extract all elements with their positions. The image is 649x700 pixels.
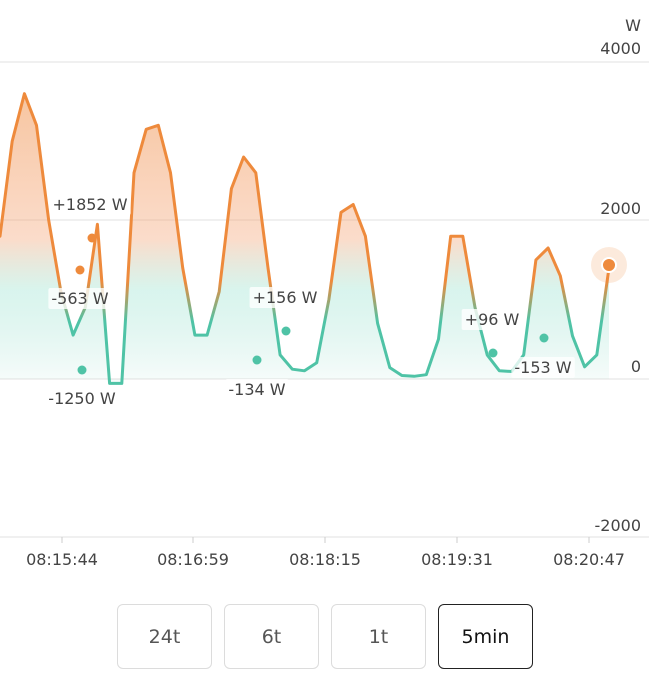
- y-tick-label: 4000: [600, 39, 641, 58]
- annotation-label: +156 W: [253, 288, 318, 307]
- annotation-label: -134 W: [228, 380, 285, 399]
- annotation-label: -563 W: [51, 289, 108, 308]
- y-tick-label: 2000: [600, 199, 641, 218]
- annotation-label-bg: [249, 287, 321, 308]
- range-1t-button[interactable]: 1t: [331, 604, 426, 669]
- y-axis-unit: W: [625, 16, 641, 35]
- annotation-label-bg: [45, 388, 119, 409]
- annotation-label-bg: [49, 194, 131, 215]
- annotation-label: -1250 W: [48, 389, 116, 408]
- annotation-label-bg: [225, 379, 289, 400]
- range-5min-button[interactable]: 5min: [438, 604, 533, 669]
- range-6t-button[interactable]: 6t: [224, 604, 319, 669]
- annotation-point: [488, 348, 498, 358]
- annotation-point: [75, 265, 85, 275]
- annotation-point: [539, 333, 549, 343]
- x-tick-label: 08:18:15: [289, 550, 361, 569]
- annotation-label-bg: [461, 309, 523, 330]
- power-chart[interactable]: W 4000 2000 0 -2000 +1852 W -563 W -1250 W…: [0, 0, 649, 590]
- annotation-point: [281, 326, 291, 336]
- x-tick-label: 08:15:44: [26, 550, 98, 569]
- annotation-label: -153 W: [514, 358, 571, 377]
- x-tick-label: 08:19:31: [421, 550, 493, 569]
- range-24t-button[interactable]: 24t: [117, 604, 212, 669]
- series-area-fill: [0, 93, 609, 384]
- y-tick-label: 0: [631, 357, 641, 376]
- annotation-point: [77, 365, 87, 375]
- series-line: [0, 92, 611, 385]
- time-range-selector: 24t 6t 1t 5min: [117, 604, 533, 669]
- annotation-point: [252, 355, 262, 365]
- annotation-label: +1852 W: [52, 195, 127, 214]
- annotation-label: +96 W: [465, 310, 520, 329]
- annotation-point: [87, 233, 97, 243]
- annotation-label-bg: [511, 357, 575, 378]
- x-tick-label: 08:20:47: [553, 550, 625, 569]
- annotation-label-bg: [48, 288, 112, 309]
- y-tick-label: -2000: [595, 516, 642, 535]
- x-tick-label: 08:16:59: [157, 550, 229, 569]
- current-value-marker: [601, 257, 617, 273]
